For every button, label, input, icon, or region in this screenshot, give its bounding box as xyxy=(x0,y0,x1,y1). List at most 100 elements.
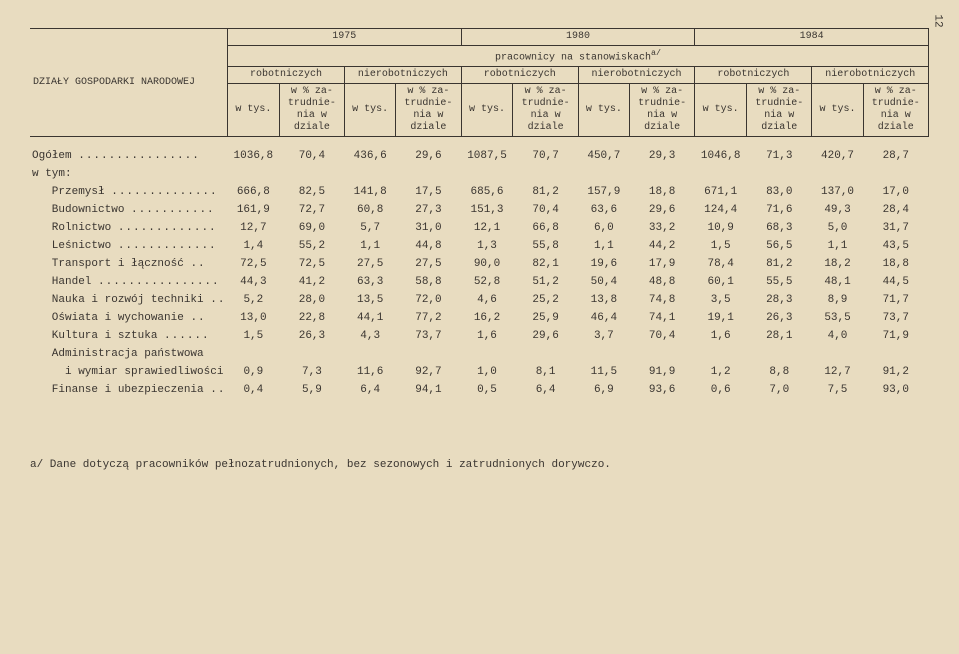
cell: 6,0 xyxy=(578,219,629,237)
cell: 0,5 xyxy=(461,381,513,399)
cell xyxy=(629,165,694,183)
cell: 81,2 xyxy=(747,255,812,273)
cell: 50,4 xyxy=(578,273,629,291)
cell: 18,8 xyxy=(629,183,694,201)
cell xyxy=(695,165,747,183)
cell: 5,7 xyxy=(345,219,396,237)
table-row: Administracja państwowa xyxy=(30,345,929,363)
cell: 124,4 xyxy=(695,201,747,219)
cell: 56,5 xyxy=(747,237,812,255)
cell: 26,3 xyxy=(747,309,812,327)
cell: 11,5 xyxy=(578,363,629,381)
subcol-tys: w tys. xyxy=(695,84,747,137)
footnote: a/ Dane dotyczą pracowników pełnozatrudn… xyxy=(30,459,929,471)
subcol-pct: w % za- trudnie- nia w dziale xyxy=(396,84,461,137)
cell: 71,7 xyxy=(863,291,928,309)
cell: 31,7 xyxy=(863,219,928,237)
cell: 71,3 xyxy=(747,147,812,165)
cell: 1,4 xyxy=(227,237,279,255)
row-label: Nauka i rozwój techniki .. xyxy=(30,291,227,309)
cell: 1,1 xyxy=(345,237,396,255)
table-row: Przemysł ..............666,882,5141,817,… xyxy=(30,183,929,201)
row-label: Handel ................ xyxy=(30,273,227,291)
cell: 46,4 xyxy=(578,309,629,327)
cell: 12,1 xyxy=(461,219,513,237)
cell: 1036,8 xyxy=(227,147,279,165)
cell: 4,0 xyxy=(812,327,863,345)
cell: 13,5 xyxy=(345,291,396,309)
cell: 0,6 xyxy=(695,381,747,399)
cell: 137,0 xyxy=(812,183,863,201)
row-label: Rolnictwo ............. xyxy=(30,219,227,237)
subcol-tys: w tys. xyxy=(578,84,629,137)
row-label: Przemysł .............. xyxy=(30,183,227,201)
row-label: Finanse i ubezpieczenia .. xyxy=(30,381,227,399)
cell: 3,5 xyxy=(695,291,747,309)
year-1980: 1980 xyxy=(461,29,695,46)
row-label: Kultura i sztuka ...... xyxy=(30,327,227,345)
cell xyxy=(227,345,279,363)
cell xyxy=(345,165,396,183)
row-label: Leśnictwo ............. xyxy=(30,237,227,255)
table-row: Rolnictwo .............12,769,05,731,012… xyxy=(30,219,929,237)
cell: 1,3 xyxy=(461,237,513,255)
cell xyxy=(863,345,928,363)
cell: 1,6 xyxy=(461,327,513,345)
cell: 70,4 xyxy=(629,327,694,345)
cell: 17,5 xyxy=(396,183,461,201)
table-row: w tym: xyxy=(30,165,929,183)
cell: 91,9 xyxy=(629,363,694,381)
cell: 29,6 xyxy=(629,201,694,219)
cell: 73,7 xyxy=(396,327,461,345)
cell: 666,8 xyxy=(227,183,279,201)
cell: 11,6 xyxy=(345,363,396,381)
table-row: Kultura i sztuka ......1,526,34,373,71,6… xyxy=(30,327,929,345)
cell: 44,3 xyxy=(227,273,279,291)
cell: 55,2 xyxy=(279,237,344,255)
cell: 94,1 xyxy=(396,381,461,399)
table-row: Leśnictwo .............1,455,21,144,81,3… xyxy=(30,237,929,255)
cell: 450,7 xyxy=(578,147,629,165)
cell: 25,2 xyxy=(513,291,578,309)
table-row: Transport i łączność ..72,572,527,527,59… xyxy=(30,255,929,273)
cell: 49,3 xyxy=(812,201,863,219)
cell: 72,7 xyxy=(279,201,344,219)
cell: 91,2 xyxy=(863,363,928,381)
table-row: Handel ................44,341,263,358,85… xyxy=(30,273,929,291)
cell: 29,3 xyxy=(629,147,694,165)
cell: 55,5 xyxy=(747,273,812,291)
cell xyxy=(513,165,578,183)
cell xyxy=(812,165,863,183)
cell xyxy=(747,345,812,363)
cell: 420,7 xyxy=(812,147,863,165)
cell: 93,0 xyxy=(863,381,928,399)
cell: 93,6 xyxy=(629,381,694,399)
cell: 63,3 xyxy=(345,273,396,291)
cell: 81,2 xyxy=(513,183,578,201)
subcol-tys: w tys. xyxy=(345,84,396,137)
subcol-pct: w % za- trudnie- nia w dziale xyxy=(629,84,694,137)
cell: 18,8 xyxy=(863,255,928,273)
row-label: Transport i łączność .. xyxy=(30,255,227,273)
cell: 53,5 xyxy=(812,309,863,327)
cell: 1,6 xyxy=(695,327,747,345)
cell: 7,3 xyxy=(279,363,344,381)
table-row: Oświata i wychowanie ..13,022,844,177,21… xyxy=(30,309,929,327)
cell: 28,3 xyxy=(747,291,812,309)
cell: 7,5 xyxy=(812,381,863,399)
table-row: i wymiar sprawiedliwości0,97,311,692,71,… xyxy=(30,363,929,381)
group-header: robotniczych xyxy=(227,67,344,84)
cell: 29,6 xyxy=(513,327,578,345)
cell xyxy=(279,345,344,363)
cell: 52,8 xyxy=(461,273,513,291)
cell: 82,1 xyxy=(513,255,578,273)
cell: 4,6 xyxy=(461,291,513,309)
cell: 71,6 xyxy=(747,201,812,219)
table-row: Finanse i ubezpieczenia ..0,45,96,494,10… xyxy=(30,381,929,399)
group-header: robotniczych xyxy=(695,67,812,84)
cell: 60,1 xyxy=(695,273,747,291)
subcol-pct: w % za- trudnie- nia w dziale xyxy=(863,84,928,137)
cell: 5,2 xyxy=(227,291,279,309)
cell: 19,1 xyxy=(695,309,747,327)
cell: 1,1 xyxy=(578,237,629,255)
